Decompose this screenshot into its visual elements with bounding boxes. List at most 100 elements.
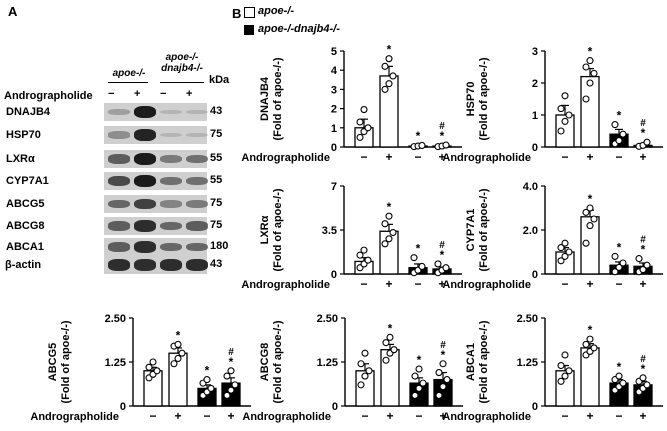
blot-band xyxy=(108,259,130,271)
blot-band xyxy=(134,174,156,188)
data-point xyxy=(434,260,442,268)
blot-band xyxy=(108,131,130,139)
y-tick-label: 2 xyxy=(331,104,337,116)
data-point xyxy=(174,340,182,348)
blot-group1-label: apoe-/- xyxy=(112,68,146,79)
x-category-label: + xyxy=(586,150,593,164)
blot-strip xyxy=(104,126,208,144)
data-point xyxy=(382,356,390,364)
y-tick-label: 2.50 xyxy=(317,313,338,325)
data-point xyxy=(419,379,427,387)
significance-star: * xyxy=(617,109,622,123)
blot-kda-value: 180 xyxy=(210,240,229,252)
data-point xyxy=(586,335,594,343)
data-point xyxy=(611,121,619,129)
data-point xyxy=(223,372,231,380)
y-tick-label: 5 xyxy=(331,46,337,58)
y-axis-protein: ABCG5 xyxy=(47,343,59,382)
x-category-label: + xyxy=(639,277,646,291)
data-point xyxy=(561,92,569,100)
blot-kda-value: 75 xyxy=(210,219,223,231)
x-category-label: + xyxy=(439,409,446,423)
blot-band xyxy=(160,242,182,252)
y-axis-label: ABCG8(Fold of apoe-/-) xyxy=(259,320,284,403)
data-point xyxy=(174,354,182,363)
significance-hash: # xyxy=(640,235,646,246)
blot-row-label: ABCA1 xyxy=(6,241,44,253)
blot-treatment-signs: − + − + xyxy=(104,88,207,102)
blot-band xyxy=(108,108,130,116)
bar xyxy=(580,75,600,148)
blot-band xyxy=(160,221,182,231)
y-tick-label: 1.25 xyxy=(317,357,338,369)
data-point xyxy=(382,339,390,347)
data-point xyxy=(364,124,372,132)
significance-star: * xyxy=(617,360,622,374)
x-axis-label: Andrographolide xyxy=(442,411,531,423)
significance-star: * xyxy=(387,200,392,214)
blot-band xyxy=(186,259,208,271)
significance-hash: # xyxy=(439,240,445,251)
blot-band xyxy=(160,176,182,186)
y-axis-protein: DNAJB4 xyxy=(259,76,271,121)
data-point xyxy=(557,377,565,385)
x-category-label: + xyxy=(386,409,393,423)
data-point xyxy=(615,372,623,380)
data-point xyxy=(439,383,447,391)
panel-label-a: A xyxy=(8,4,18,19)
data-point xyxy=(611,268,619,276)
blot-band xyxy=(186,176,208,186)
y-axis-protein: CYP7A1 xyxy=(465,209,477,252)
blot-band xyxy=(160,200,182,208)
data-point xyxy=(357,360,365,368)
blot-row-label: LXRα xyxy=(6,153,35,165)
blot-strip xyxy=(104,195,208,213)
x-category-label: + xyxy=(438,277,445,291)
data-point xyxy=(389,72,397,80)
blot-band xyxy=(134,198,156,210)
blot-band xyxy=(134,241,156,253)
x-axis-label: Andrographolide xyxy=(442,152,531,164)
y-tick-label: 1.25 xyxy=(105,357,126,369)
kda-header: kDa xyxy=(209,74,230,86)
legend-swatch-open xyxy=(244,7,255,18)
data-point xyxy=(561,117,569,125)
data-point xyxy=(411,391,419,399)
significance-star: * xyxy=(617,240,622,254)
x-category-label: + xyxy=(174,409,181,423)
blot-row-label: ABCG8 xyxy=(6,220,45,232)
significance-star: * xyxy=(641,362,646,376)
blot-kda-value: 75 xyxy=(210,128,223,140)
blot-strip xyxy=(104,103,208,121)
data-point xyxy=(381,62,389,70)
data-point xyxy=(557,361,565,370)
y-tick-label: 4.0 xyxy=(523,181,538,193)
data-point xyxy=(386,333,394,341)
x-category-label: + xyxy=(586,409,593,423)
data-point xyxy=(565,248,573,256)
y-tick-label: 1 xyxy=(532,110,538,122)
blot-band xyxy=(186,154,208,164)
data-point xyxy=(149,358,157,366)
y-axis-unit: (Fold of apoe-/-) xyxy=(272,320,284,403)
y-axis-label: ABCA1(Fold of apoe-/-) xyxy=(465,320,490,403)
significance-star: * xyxy=(416,242,421,256)
significance-star: * xyxy=(205,364,210,378)
data-point xyxy=(561,252,569,260)
significance-star: * xyxy=(588,323,593,337)
x-category-label: + xyxy=(639,150,646,164)
data-point xyxy=(611,252,619,260)
data-point xyxy=(415,365,423,373)
y-axis-unit: (Fold of apoe-/-) xyxy=(60,320,72,403)
data-point xyxy=(590,69,598,77)
y-tick-label: 1.25 xyxy=(517,357,538,369)
data-point xyxy=(586,222,594,230)
x-category-label: − xyxy=(415,409,422,423)
data-point xyxy=(223,391,231,399)
panel-label-b: B xyxy=(232,6,242,21)
legend-label-2: apoe-/-dnajb4-/- xyxy=(258,23,340,35)
